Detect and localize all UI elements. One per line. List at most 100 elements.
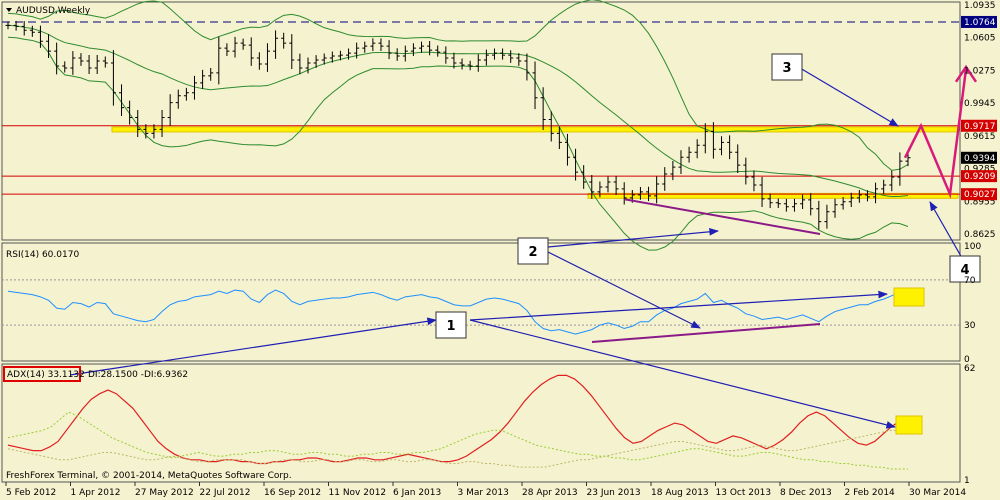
price-bar (127, 100, 133, 125)
price-bar (46, 34, 52, 59)
price-bar (564, 133, 570, 166)
price-bar (467, 60, 473, 71)
resistance-zone (111, 126, 959, 133)
price-bar (256, 52, 262, 70)
price-bar (524, 53, 530, 81)
price-bar (394, 48, 400, 61)
adx-tick-label: 1 (964, 476, 970, 486)
forecast-arrowhead-icon (954, 64, 978, 83)
rsi-tick-label: 70 (964, 276, 976, 286)
x-tick-label: 3 Mar 2013 (458, 488, 509, 498)
rsi-highlight-box (893, 287, 925, 307)
price-bar (224, 43, 230, 56)
annotation-box-3 (771, 53, 803, 81)
price-bar (783, 198, 789, 212)
price-bar (427, 40, 433, 56)
price-bar (621, 182, 627, 205)
price-tick-label: 0.9945 (964, 99, 996, 109)
support-zone (587, 192, 959, 199)
adx-series-0 (7, 374, 909, 465)
adx-series-2 (7, 411, 909, 470)
price-bar (443, 46, 449, 64)
price-bar (386, 40, 392, 60)
price-bar (856, 190, 862, 203)
price-bar (816, 200, 822, 230)
price-bar (832, 198, 838, 218)
x-tick-label: 16 Sep 2012 (264, 488, 321, 498)
rsi-tick-label: 100 (964, 242, 981, 252)
price-bar (264, 43, 270, 72)
price-bar (694, 139, 700, 159)
price-tag-box (961, 188, 997, 201)
rsi-divergence-line (591, 323, 821, 343)
arrow-1-rsi (469, 290, 888, 321)
arrow-1-adx (469, 319, 896, 429)
rsi-tick-label: 0 (964, 355, 970, 365)
price-bar (143, 124, 149, 139)
arrow-2-price (547, 227, 719, 248)
price-bar (21, 21, 27, 36)
annotation-box-4 (949, 255, 981, 283)
price-bar (29, 25, 35, 37)
price-bar (151, 124, 157, 139)
price-bar (208, 68, 214, 81)
bb-lower (7, 36, 909, 251)
price-tick-label: 1.0275 (964, 66, 996, 76)
price-bar (605, 176, 611, 193)
dropdown-arrow-icon[interactable] (6, 8, 12, 12)
rsi-tick-label: 30 (964, 321, 976, 331)
price-bar (62, 61, 68, 73)
price-bar (475, 54, 481, 72)
adx-panel (1, 363, 961, 483)
price-bar (491, 48, 497, 60)
x-tick-label: 30 Mar 2014 (909, 488, 966, 498)
x-tick-label: 18 Aug 2013 (651, 488, 709, 498)
price-bar (305, 57, 311, 74)
price-bar (589, 175, 595, 199)
price-bar (889, 170, 895, 192)
annotation-number-4: 4 (960, 263, 969, 278)
adx-label: ADX(14) 33.1132 (7, 370, 85, 380)
x-tick-label: 22 Jul 2012 (200, 488, 251, 498)
price-bar (183, 87, 189, 101)
price-bar (402, 45, 408, 62)
price-bar (248, 37, 254, 66)
price-bar (727, 135, 733, 160)
symbol-title: AUDUSD,Weekly (16, 6, 91, 16)
price-bar (662, 167, 668, 191)
price-bar (370, 38, 376, 52)
x-tick-label: 28 Apr 2013 (522, 488, 578, 498)
x-tick-label: 1 Apr 2012 (71, 488, 121, 498)
x-tick-label: 23 Jun 2013 (587, 488, 641, 498)
price-bar (451, 52, 457, 69)
price-bar (281, 32, 287, 49)
price-tag-box (961, 119, 997, 132)
price-tick-label: 0.8955 (964, 197, 996, 207)
rsi-panel (1, 242, 961, 362)
rsi-line (7, 289, 909, 335)
price-bar (240, 38, 246, 50)
price-bar (94, 54, 100, 75)
price-tag-label: 0.9717 (964, 122, 996, 132)
price-bar (167, 94, 173, 126)
annotation-box-2 (517, 237, 549, 265)
price-tag-label: 0.9209 (964, 172, 996, 182)
price-bar (78, 53, 84, 66)
price-bar (110, 50, 116, 106)
price-bar (581, 165, 587, 189)
price-bar (613, 175, 619, 195)
price-bar (775, 198, 781, 209)
price-bar (824, 204, 830, 229)
annotation-box-1 (435, 311, 467, 339)
di-label: DI:28.1500 -DI:6.9362 (88, 370, 188, 380)
price-bar (354, 42, 360, 59)
price-bar (702, 123, 708, 154)
price-bar (646, 186, 652, 202)
price-bar (175, 89, 181, 109)
price-bar (573, 148, 579, 181)
arrow-4 (929, 201, 963, 259)
x-tick-label: 5 Feb 2012 (6, 488, 56, 498)
price-bar (637, 187, 643, 200)
price-bar (719, 136, 725, 156)
price-bar (800, 194, 806, 209)
